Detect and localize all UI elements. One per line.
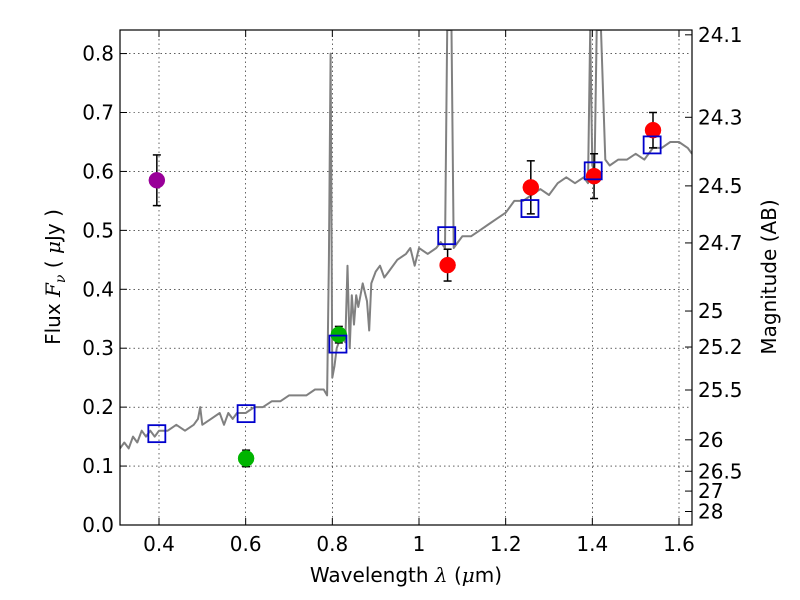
y-tick-label: 0.2: [82, 395, 114, 419]
mag-tick-label: 27: [698, 479, 723, 503]
y-tick-label: 0.1: [82, 454, 114, 478]
y-tick-label: 0.3: [82, 336, 114, 360]
mag-tick-label: 24.5: [698, 174, 743, 198]
mag-tick-label: 25.2: [698, 335, 743, 359]
y-tick-label: 0.4: [82, 277, 114, 301]
spectrum-line: [120, 30, 692, 450]
model-square: [328, 334, 348, 354]
green-point: [330, 326, 348, 343]
x-tick-label: 1: [413, 532, 426, 556]
x-tick-label: 1.2: [490, 532, 522, 556]
model-square: [147, 424, 167, 444]
mag-tick-label: 24.1: [698, 23, 743, 47]
mag-tick-label: 25: [698, 299, 723, 323]
y-axis-label-left: Flux Fν ( μJy ): [41, 209, 69, 345]
y-tick-label: 0.0: [82, 513, 114, 537]
x-tick-label: 1.6: [663, 532, 695, 556]
model-square: [236, 404, 256, 424]
x-tick-label: 0.8: [316, 532, 348, 556]
x-tick-label: 1.4: [576, 532, 608, 556]
plot-frame: [119, 29, 693, 526]
model-square: [642, 135, 662, 155]
green-point: [237, 450, 255, 467]
x-tick-label: 0.4: [143, 532, 175, 556]
red-point: [585, 167, 603, 185]
grid-lines: [120, 30, 692, 526]
x-axis-label: Wavelength λ (μm): [310, 563, 502, 587]
x-tick-label: 0.6: [230, 532, 262, 556]
y-tick-label: 0.8: [82, 42, 114, 66]
purple-point-point: [148, 172, 166, 189]
points-layer: [147, 111, 662, 468]
mag-tick-label: 25.5: [698, 378, 743, 402]
y-tick-label: 0.7: [82, 101, 114, 125]
red-point: [439, 256, 456, 274]
model-square: [520, 199, 540, 218]
mag-tick-label: 26: [698, 428, 723, 452]
y-tick-label: 0.6: [82, 159, 114, 183]
spectrum-layer: [120, 30, 692, 450]
tick-layer: 0.4 0.6 0.8 1 1.2 1.4 1.6 0.0 0.1 0.2 0.3 0.4 0.5 0.6…: [82, 23, 742, 556]
y-tick-label: 0.5: [82, 218, 114, 242]
model-square: [583, 161, 603, 181]
mag-tick-label: 28: [698, 499, 723, 523]
red-point: [522, 179, 540, 196]
mag-tick-label: 24.7: [698, 231, 743, 255]
mag-tick-label: 26.5: [698, 459, 743, 483]
model-square: [437, 226, 457, 246]
y-axis-label-right: Magnitude (AB): [757, 199, 781, 354]
red-point: [644, 121, 662, 139]
mag-tick-label: 24.3: [698, 105, 743, 129]
